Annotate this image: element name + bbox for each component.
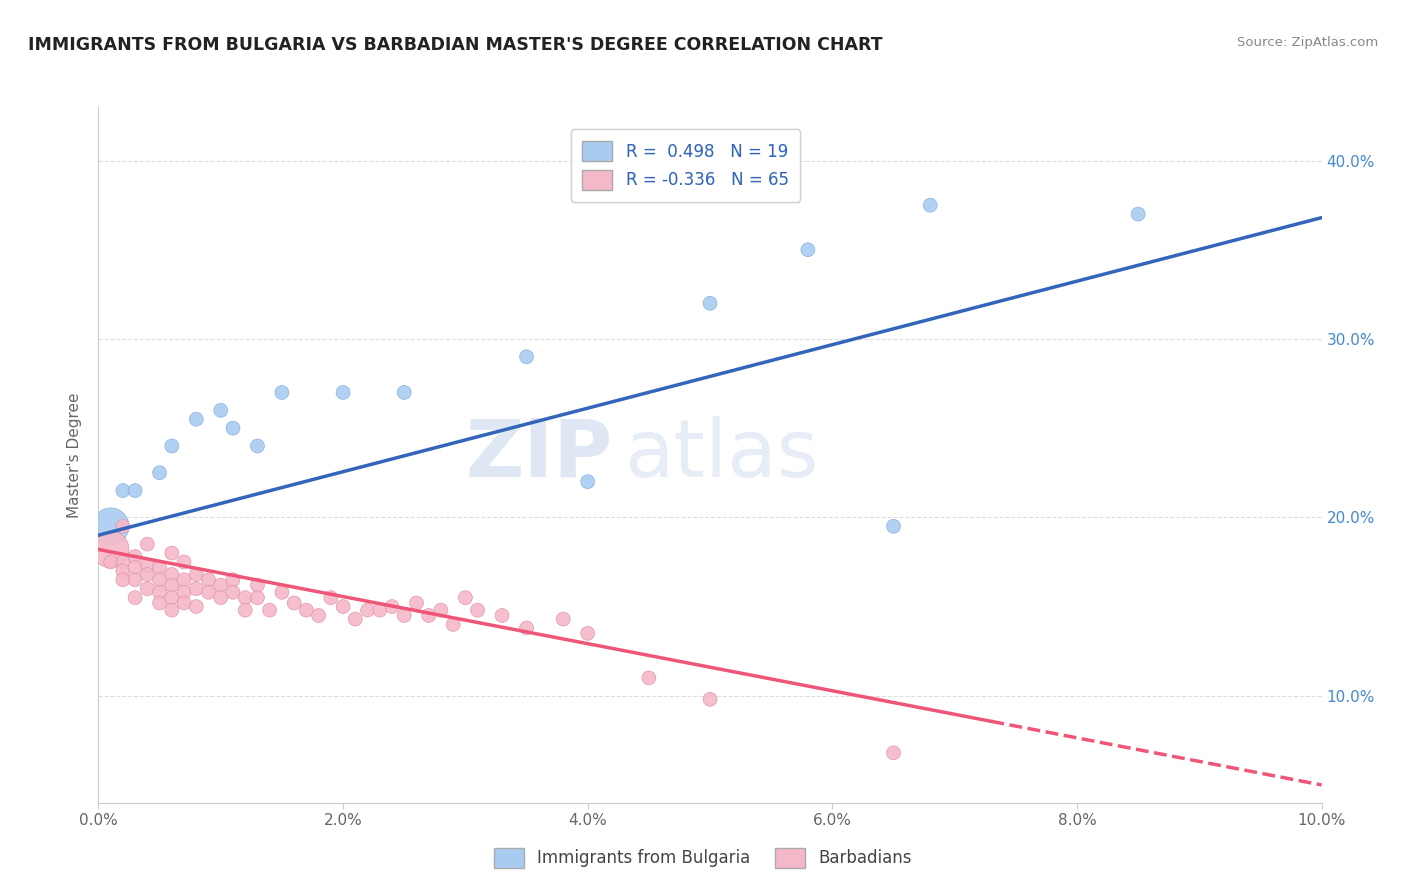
Point xyxy=(392,608,416,623)
Point xyxy=(246,591,269,605)
Point xyxy=(186,567,208,582)
Point xyxy=(430,603,453,617)
Point xyxy=(516,621,538,635)
Point xyxy=(173,555,195,569)
Text: ZIP: ZIP xyxy=(465,416,612,494)
Point xyxy=(441,617,464,632)
Point xyxy=(576,626,599,640)
Point xyxy=(467,603,489,617)
Point xyxy=(344,612,367,626)
Point xyxy=(368,603,391,617)
Point xyxy=(405,596,427,610)
Point xyxy=(124,483,146,498)
Point xyxy=(209,578,232,592)
Point xyxy=(576,475,599,489)
Point xyxy=(197,585,219,599)
Point xyxy=(259,603,281,617)
Point xyxy=(160,603,183,617)
Point xyxy=(699,296,721,310)
Point xyxy=(186,412,208,426)
Point xyxy=(883,519,905,533)
Point xyxy=(136,537,159,551)
Point xyxy=(553,612,575,626)
Point xyxy=(136,558,159,573)
Point xyxy=(222,585,245,599)
Point xyxy=(637,671,661,685)
Point xyxy=(418,608,440,623)
Point xyxy=(136,582,159,596)
Point xyxy=(332,385,354,400)
Point xyxy=(516,350,538,364)
Point xyxy=(295,603,318,617)
Point xyxy=(186,599,208,614)
Point xyxy=(100,519,122,533)
Point xyxy=(883,746,905,760)
Point xyxy=(173,585,195,599)
Point xyxy=(160,578,183,592)
Point xyxy=(270,585,292,599)
Point xyxy=(233,591,256,605)
Point xyxy=(100,555,122,569)
Point xyxy=(160,546,183,560)
Text: IMMIGRANTS FROM BULGARIA VS BARBADIAN MASTER'S DEGREE CORRELATION CHART: IMMIGRANTS FROM BULGARIA VS BARBADIAN MA… xyxy=(28,36,883,54)
Point xyxy=(209,591,232,605)
Point xyxy=(332,599,354,614)
Point xyxy=(1128,207,1150,221)
Point xyxy=(149,466,172,480)
Text: Source: ZipAtlas.com: Source: ZipAtlas.com xyxy=(1237,36,1378,49)
Point xyxy=(111,519,134,533)
Legend: R =  0.498   N = 19, R = -0.336   N = 65: R = 0.498 N = 19, R = -0.336 N = 65 xyxy=(571,129,800,202)
Point xyxy=(270,385,292,400)
Point xyxy=(233,603,256,617)
Point xyxy=(283,596,305,610)
Point xyxy=(246,578,269,592)
Point xyxy=(149,585,172,599)
Point xyxy=(124,573,146,587)
Point xyxy=(111,564,134,578)
Point xyxy=(699,692,721,706)
Point xyxy=(160,567,183,582)
Y-axis label: Master's Degree: Master's Degree xyxy=(67,392,83,517)
Point xyxy=(136,567,159,582)
Point xyxy=(160,591,183,605)
Point xyxy=(111,555,134,569)
Point xyxy=(149,596,172,610)
Point xyxy=(111,483,134,498)
Point xyxy=(149,560,172,574)
Point xyxy=(920,198,942,212)
Point xyxy=(186,582,208,596)
Text: atlas: atlas xyxy=(624,416,818,494)
Point xyxy=(124,560,146,574)
Point xyxy=(454,591,477,605)
Point xyxy=(124,591,146,605)
Point xyxy=(197,573,219,587)
Legend: Immigrants from Bulgaria, Barbadians: Immigrants from Bulgaria, Barbadians xyxy=(486,841,920,875)
Point xyxy=(319,591,342,605)
Point xyxy=(356,603,378,617)
Point xyxy=(222,421,245,435)
Point xyxy=(246,439,269,453)
Point xyxy=(173,596,195,610)
Point xyxy=(160,439,183,453)
Point xyxy=(392,385,416,400)
Point xyxy=(100,542,122,557)
Point xyxy=(491,608,513,623)
Point xyxy=(381,599,404,614)
Point xyxy=(124,549,146,564)
Point xyxy=(209,403,232,417)
Point xyxy=(797,243,820,257)
Point xyxy=(222,573,245,587)
Point xyxy=(173,573,195,587)
Point xyxy=(149,573,172,587)
Point xyxy=(308,608,330,623)
Point xyxy=(111,573,134,587)
